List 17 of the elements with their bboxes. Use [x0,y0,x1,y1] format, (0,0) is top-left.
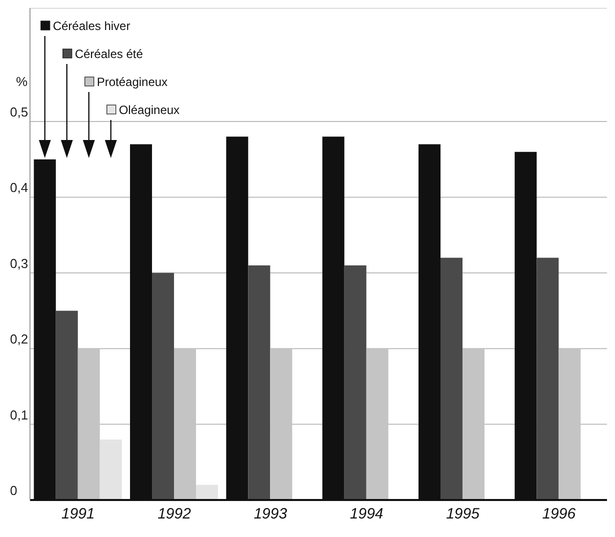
x-tick-label: 1994 [350,506,384,523]
legend-label: Protéagineux [96,75,168,89]
y-tick-label: 0,3 [10,256,28,271]
x-tick-label: 1993 [254,506,288,523]
y-tick-label: 0,5 [10,104,28,120]
y-axis-title: % [16,74,28,89]
y-tick-label: 0 [10,483,18,498]
x-tick-label: 1992 [158,506,192,523]
y-tick-label: 0,2 [10,332,28,347]
legend-label: Céréales été [74,47,144,61]
y-tick-label: 0,4 [10,180,28,196]
x-tick-label: 1996 [542,506,576,523]
x-tick-label: 1995 [446,506,480,523]
legend-label: Oléagineux [118,103,180,117]
y-tick-label: 0,1 [10,407,28,422]
x-tick-label: 1991 [61,506,95,523]
legend-label: Céréales hiver [52,19,130,33]
